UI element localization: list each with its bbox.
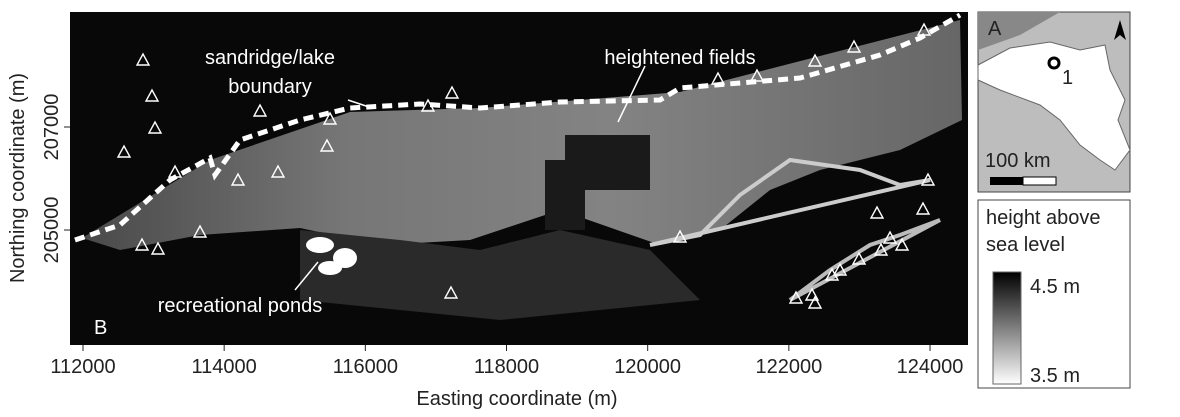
y-tick-label: 207000 [41, 94, 63, 161]
legend: height above sea level 4.5 m 3.5 m [978, 200, 1130, 388]
x-tick-label: 118000 [474, 356, 539, 378]
scale-label: 100 km [985, 150, 1051, 172]
annotation: sandridge/lake [205, 47, 335, 69]
annotation: heightened fields [604, 47, 755, 69]
map-panel: sandridge/lake boundary heightened field… [70, 12, 968, 345]
annotation: boundary [228, 76, 311, 98]
color-ramp [993, 272, 1021, 384]
scale-bar [990, 177, 1023, 185]
annotation: recreational ponds [158, 295, 323, 317]
page: sandridge/lake boundary heightened field… [0, 0, 1180, 417]
x-axis-label: Easting coordinate (m) [416, 388, 617, 410]
y-tick-label: 205000 [41, 197, 63, 264]
x-tick-label: 112000 [50, 356, 115, 378]
y-axis-label: Northing coordinate (m) [7, 73, 29, 283]
pond [318, 261, 342, 275]
x-tick-label: 122000 [755, 356, 822, 378]
legend-high: 4.5 m [1030, 276, 1080, 298]
pond [306, 237, 334, 253]
legend-low: 3.5 m [1030, 365, 1080, 387]
x-tick-label: 120000 [614, 356, 681, 378]
x-tick-label: 116000 [333, 356, 398, 378]
legend-title: sea level [986, 234, 1065, 256]
legend-title: height above [986, 207, 1101, 229]
inset-map: A 1 100 km [978, 12, 1130, 192]
scale-bar [1023, 177, 1056, 185]
figure: sandridge/lake boundary heightened field… [0, 0, 1180, 412]
x-tick-label: 114000 [192, 356, 257, 378]
panel-label: B [94, 317, 107, 339]
site-label: 1 [1062, 67, 1073, 89]
x-tick-label: 124000 [897, 356, 964, 378]
inset-panel-label: A [988, 18, 1002, 40]
